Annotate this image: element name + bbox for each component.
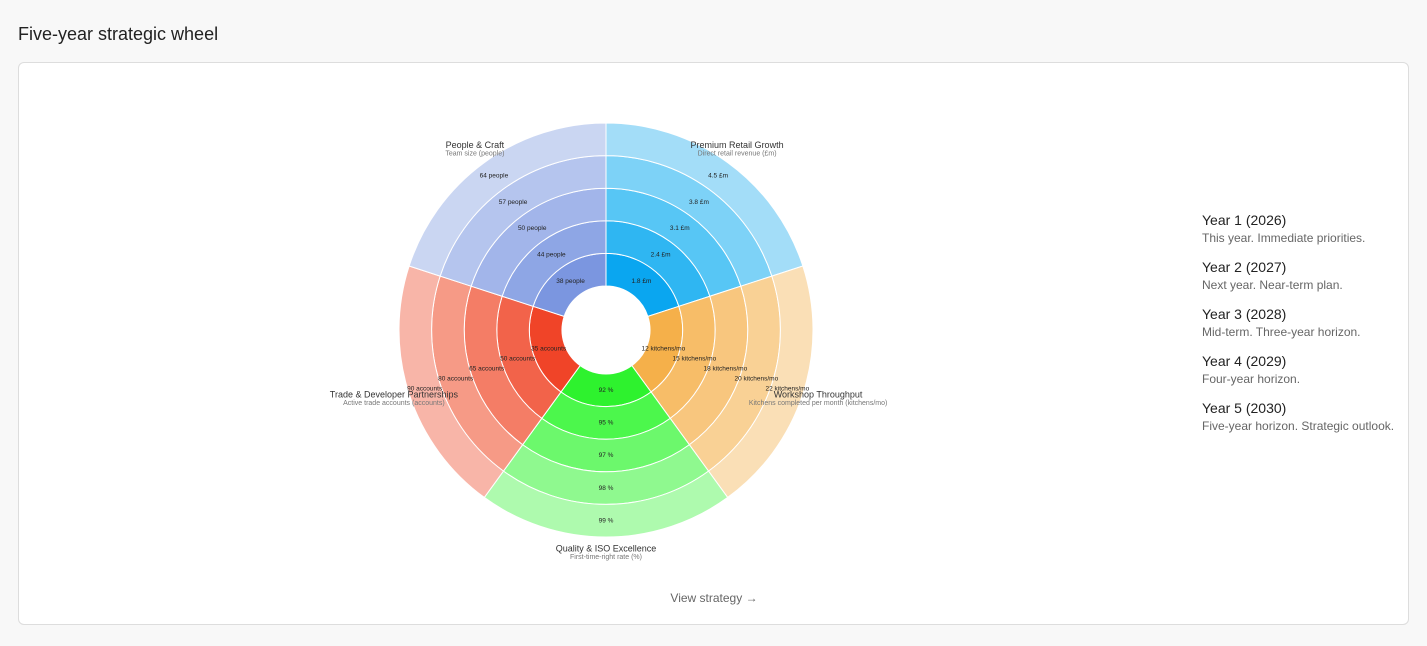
legend-title: Year 4 (2029) <box>1202 353 1287 369</box>
segment <box>408 122 607 277</box>
legend: Year 1 (2026) This year. Immediate priori… <box>1202 212 1394 447</box>
value-label: 18 kitchens/mo <box>703 366 747 373</box>
legend-description: Four-year horizon. <box>1202 372 1301 386</box>
legend-item: Year 3 (2028) Mid-term. Three-year horizo… <box>1202 306 1394 339</box>
sector-name: Workshop Throughput <box>774 389 863 399</box>
sector-metric: First-time-right rate (%) <box>570 554 642 561</box>
value-label: 57 people <box>499 199 528 206</box>
legend-description: Mid-term. Three-year horizon. <box>1202 325 1361 339</box>
value-label: 22 kitchens/mo <box>766 386 810 393</box>
value-label: 95 % <box>599 420 614 427</box>
legend-title: Year 1 (2026) <box>1202 212 1287 228</box>
value-label: 99 % <box>599 517 614 524</box>
sector-metric: Active trade accounts (accounts) <box>343 400 445 407</box>
value-label: 92 % <box>599 387 614 394</box>
view-strategy-link[interactable]: View strategy → <box>670 591 758 605</box>
sector-metric: Kitchens completed per month (kitchens/m… <box>749 400 888 407</box>
value-label: 12 kitchens/mo <box>641 345 685 352</box>
value-label: 97 % <box>599 452 614 459</box>
page-title: Five-year strategic wheel <box>18 24 219 44</box>
legend-item: Year 5 (2030) Five-year horizon. Strategi… <box>1202 400 1394 433</box>
legend-title: Year 3 (2028) <box>1202 306 1287 322</box>
value-label: 20 kitchens/mo <box>735 376 779 383</box>
value-label: 1.8 £m <box>632 278 652 285</box>
value-label: 80 accounts <box>438 376 474 383</box>
sector-name: Quality & ISO Excellence <box>556 543 657 553</box>
legend-item: Year 1 (2026) This year. Immediate priori… <box>1202 212 1394 245</box>
legend-description: This year. Immediate priorities. <box>1202 231 1366 245</box>
sector-name: People & Craft <box>446 140 505 150</box>
sector-metric: Team size (people) <box>445 150 504 157</box>
value-label: 90 accounts <box>407 386 443 393</box>
value-label: 4.5 £m <box>708 172 728 179</box>
value-label: 35 accounts <box>531 345 567 352</box>
legend-title: Year 5 (2030) <box>1202 400 1287 416</box>
value-label: 65 accounts <box>469 366 505 373</box>
value-label: 50 people <box>518 225 547 232</box>
value-label: 98 % <box>599 485 614 492</box>
sector-metric: Direct retail revenue (£m) <box>698 150 777 157</box>
legend-description: Five-year horizon. Strategic outlook. <box>1202 419 1395 433</box>
value-label: 3.8 £m <box>689 199 709 206</box>
legend-description: Next year. Near-term plan. <box>1202 278 1343 292</box>
value-label: 64 people <box>480 172 509 179</box>
legend-title: Year 2 (2027) <box>1202 259 1287 275</box>
legend-item: Year 2 (2027) Next year. Near-term plan. <box>1202 259 1394 292</box>
value-label: 44 people <box>537 252 566 259</box>
sector-name: Premium Retail Growth <box>691 140 784 150</box>
value-label: 2.4 £m <box>651 252 671 259</box>
value-label: 15 kitchens/mo <box>672 355 716 362</box>
sector-name: Trade & Developer Partnerships <box>330 389 459 399</box>
legend-item: Year 4 (2029) Four-year horizon. <box>1202 353 1394 386</box>
value-label: 38 people <box>556 278 585 285</box>
value-label: 3.1 £m <box>670 225 690 232</box>
value-label: 50 accounts <box>500 355 536 362</box>
